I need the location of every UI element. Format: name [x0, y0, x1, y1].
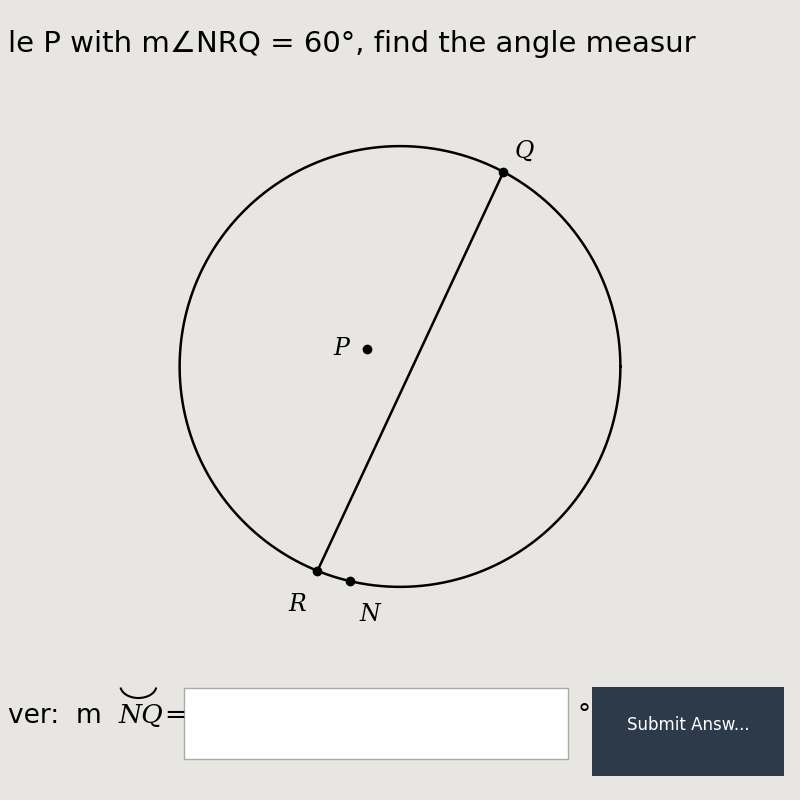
Text: Submit Answ...: Submit Answ...: [626, 716, 750, 734]
FancyBboxPatch shape: [592, 687, 784, 775]
Text: NQ: NQ: [118, 703, 163, 728]
Text: °: °: [578, 702, 590, 729]
Text: P: P: [334, 338, 350, 360]
Text: Q: Q: [514, 140, 534, 163]
Text: =: =: [164, 702, 186, 729]
Text: N: N: [359, 603, 380, 626]
Text: le P with m∠NRQ = 60°, find the angle measur: le P with m∠NRQ = 60°, find the angle me…: [8, 30, 696, 58]
Text: ver:  m: ver: m: [8, 702, 110, 729]
FancyBboxPatch shape: [184, 689, 568, 759]
Text: R: R: [289, 593, 306, 616]
